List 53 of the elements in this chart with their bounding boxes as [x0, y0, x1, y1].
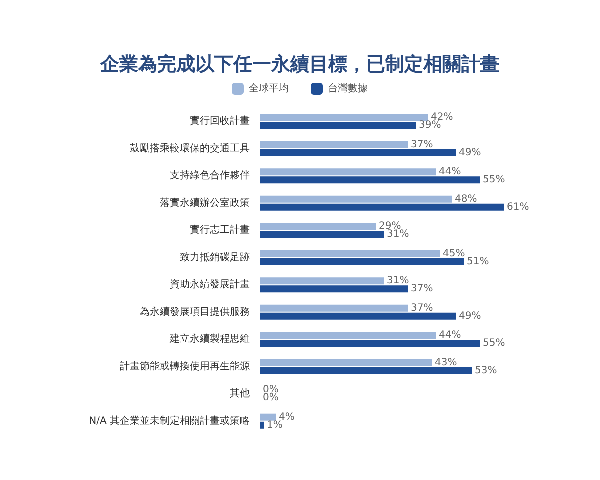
- data-label: 49%: [459, 310, 482, 322]
- bar: [260, 149, 456, 156]
- legend-label: 全球平均: [249, 82, 289, 94]
- y-tick-label: 實行志工計畫: [190, 224, 250, 236]
- bar: [260, 312, 456, 320]
- bar: [260, 250, 440, 258]
- data-label: 53%: [475, 365, 498, 376]
- data-label: 44%: [439, 330, 462, 342]
- data-label: 55%: [483, 174, 506, 186]
- data-label: 37%: [411, 302, 434, 314]
- data-label: 31%: [387, 276, 410, 287]
- bar: [260, 332, 436, 340]
- bar: [260, 168, 436, 176]
- data-label: 61%: [507, 202, 530, 213]
- bar: [260, 204, 504, 211]
- y-tick-label: 支持綠色合作夥伴: [170, 170, 250, 182]
- data-label: 49%: [459, 147, 482, 158]
- bar: [260, 176, 480, 184]
- y-tick-label: 其他: [230, 388, 250, 400]
- bar: [260, 414, 276, 421]
- bar: [260, 122, 416, 130]
- bar: [260, 422, 264, 429]
- y-tick-label: 計畫節能或轉換使用再生能源: [120, 360, 250, 372]
- bar: [260, 359, 432, 366]
- y-tick-label: 為永續發展項目提供服務: [140, 306, 250, 318]
- bar: [260, 286, 408, 293]
- bar: [260, 367, 472, 374]
- data-label: 55%: [483, 338, 506, 350]
- legend-label: 台灣數據: [328, 82, 368, 94]
- bar: [260, 231, 384, 238]
- data-label: 51%: [467, 256, 490, 268]
- y-tick-label: N/A 其企業並未制定相關計畫或策略: [89, 414, 250, 427]
- bar: [260, 223, 376, 230]
- bar: [260, 141, 408, 148]
- y-tick-label: 落實永續辦公室政策: [160, 196, 250, 209]
- data-label: 37%: [411, 284, 434, 295]
- y-tick-label: 資助永續發展計畫: [170, 278, 250, 291]
- y-tick-label: 致力抵銷碳足跡: [180, 251, 250, 264]
- data-label: 43%: [435, 357, 458, 368]
- y-tick-label: 實行回收計畫: [190, 115, 250, 128]
- bar: [260, 304, 408, 312]
- data-label: 37%: [411, 139, 434, 150]
- data-label: 48%: [455, 194, 478, 205]
- data-label: 45%: [443, 248, 466, 260]
- bar: [260, 196, 452, 203]
- bar: [260, 340, 480, 348]
- y-tick-label: 建立永續製程思維: [169, 333, 250, 346]
- bar: [260, 258, 464, 266]
- bar: [260, 278, 384, 285]
- bar: [260, 114, 428, 122]
- data-label: 44%: [439, 166, 462, 178]
- chart-title: 企業為完成以下任一永續目標，已制定相關計畫: [100, 54, 500, 76]
- y-tick-label: 鼓勵搭乘較環保的交通工具: [130, 142, 250, 154]
